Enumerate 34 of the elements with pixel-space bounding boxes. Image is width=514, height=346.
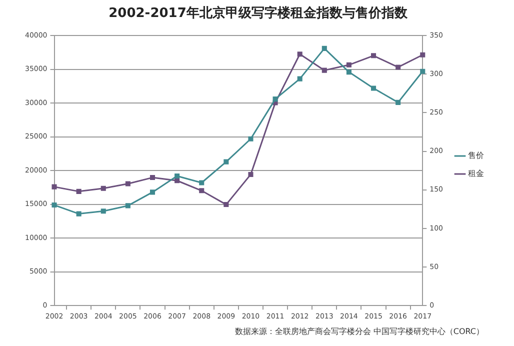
point — [297, 76, 302, 82]
point — [150, 190, 156, 195]
point — [248, 172, 254, 177]
point — [199, 180, 204, 186]
point — [371, 53, 376, 58]
point — [224, 159, 229, 164]
source-note: 数据来源：全联房地产商会写字楼分会 中国写字楼研究中心（CORC） — [234, 326, 484, 337]
point — [322, 68, 327, 73]
point — [224, 202, 229, 208]
legend-label: 售价 — [468, 151, 484, 160]
point — [346, 62, 352, 68]
point — [297, 52, 302, 57]
point — [420, 68, 426, 74]
point — [100, 186, 106, 191]
point — [52, 184, 57, 190]
point — [150, 175, 156, 180]
point — [125, 203, 130, 208]
point — [272, 96, 278, 102]
point — [125, 181, 130, 186]
point — [199, 188, 204, 194]
point — [346, 70, 352, 75]
point — [420, 52, 426, 58]
point — [174, 178, 180, 184]
legend-label: 租金 — [468, 169, 484, 178]
point — [322, 46, 327, 51]
point — [396, 100, 401, 105]
point — [371, 86, 376, 91]
point — [100, 208, 106, 214]
point — [396, 64, 401, 70]
point — [76, 211, 82, 216]
point — [248, 136, 254, 142]
point — [174, 173, 180, 179]
chart-title: 2002-2017年北京甲级写字楼租金指数与售价指数 — [108, 5, 408, 22]
point — [76, 188, 82, 194]
